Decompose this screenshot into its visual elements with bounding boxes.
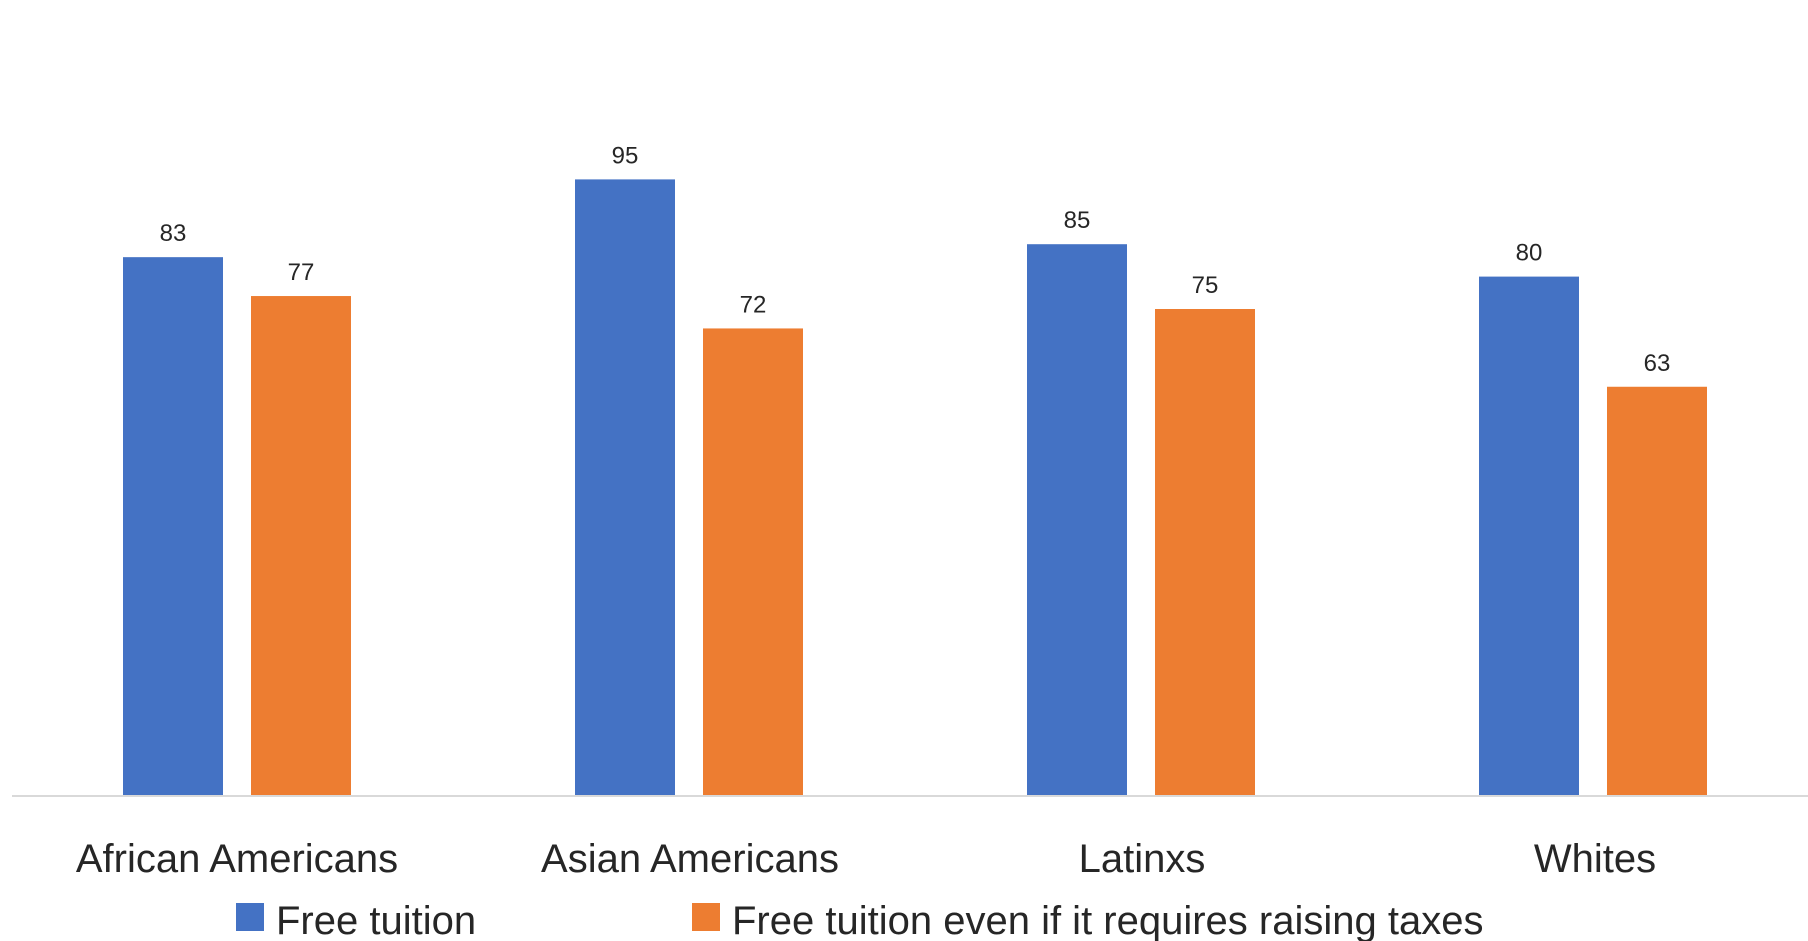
value-label-asian-americans-series-2: 72 — [740, 291, 767, 318]
bar-asian-americans-series-1 — [575, 179, 675, 795]
category-label-african-americans: African Americans — [76, 837, 398, 881]
bar-whites-series-1 — [1479, 276, 1579, 796]
bar-whites-series-2 — [1607, 386, 1707, 795]
bar-african-americans-series-1 — [123, 257, 223, 795]
legend-label-free-tuition-raising-taxes: Free tuition even if it requires raising… — [732, 899, 1483, 941]
legend-swatch-free-tuition-raising-taxes — [692, 903, 720, 931]
category-label-latinxs: Latinxs — [1079, 837, 1206, 881]
category-label-asian-americans: Asian Americans — [541, 837, 839, 881]
legend-label-free-tuition: Free tuition — [276, 899, 476, 941]
value-label-african-americans-series-2: 77 — [288, 259, 315, 286]
bar-asian-americans-series-2 — [703, 328, 803, 795]
bar-latinxs-series-2 — [1155, 309, 1255, 795]
legend: Free tuition Free tuition even if it req… — [236, 899, 1483, 941]
value-label-whites-series-2: 63 — [1644, 350, 1671, 377]
category-label-whites: Whites — [1534, 837, 1656, 881]
value-labels-group: 83 77 95 72 85 75 80 63 — [160, 142, 1671, 376]
category-labels-group: African Americans Asian Americans Latinxs W… — [76, 837, 1656, 881]
bar-latinxs-series-1 — [1027, 244, 1127, 795]
value-label-whites-series-1: 80 — [1516, 240, 1543, 267]
bar-african-americans-series-2 — [251, 296, 351, 795]
value-label-latinxs-series-2: 75 — [1192, 272, 1219, 299]
value-label-african-americans-series-1: 83 — [160, 220, 187, 247]
bars-group — [123, 179, 1707, 796]
legend-swatch-free-tuition — [236, 903, 264, 931]
value-label-latinxs-series-1: 85 — [1064, 207, 1091, 234]
value-label-asian-americans-series-1: 95 — [612, 142, 639, 169]
